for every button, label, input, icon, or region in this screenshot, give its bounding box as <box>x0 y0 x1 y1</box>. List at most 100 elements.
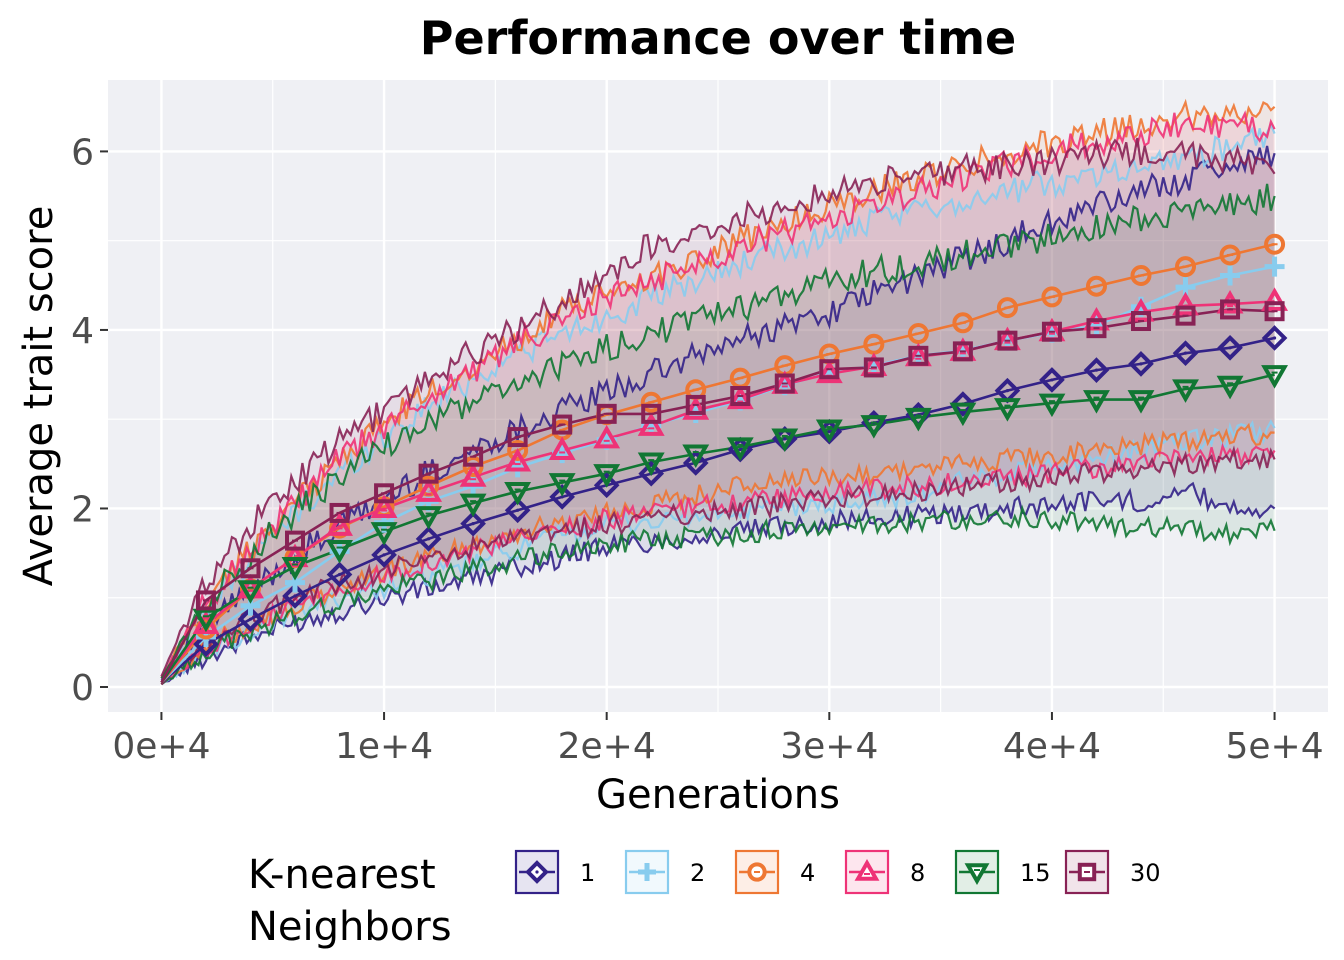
point-series-15-group <box>637 452 665 477</box>
point-series-8 <box>326 512 353 536</box>
point-series-1 <box>193 631 219 657</box>
point-series-1-group <box>371 542 397 568</box>
point-series-8 <box>415 478 443 502</box>
point-series-15 <box>1261 365 1289 389</box>
point-series-1 <box>549 484 575 510</box>
band-series-30 <box>161 138 1275 685</box>
point-series-1-dot <box>1272 336 1277 340</box>
point-series-30 <box>596 403 617 424</box>
x-axis-ticks: 0e+4 1e+4 2e+4 3e+4 4e+4 5e+4 <box>112 712 1324 767</box>
point-series-15 <box>637 452 665 477</box>
point-series-1-group <box>1217 334 1243 361</box>
point-series-1-group <box>1083 357 1110 383</box>
point-series-30-group <box>1086 318 1107 339</box>
point-series-4 <box>996 297 1018 319</box>
point-series-30-group <box>1130 311 1151 332</box>
legend-item-2: 2 <box>624 849 705 895</box>
legend-label: 15 <box>1020 859 1051 887</box>
point-series-1-dot <box>560 495 564 499</box>
point-series-2-group <box>1220 265 1241 286</box>
point-series-30-group <box>685 394 706 415</box>
point-series-4-group <box>907 323 929 345</box>
point-series-15-group <box>1172 379 1199 403</box>
point-series-1-dot <box>382 553 386 557</box>
point-series-30-group <box>507 427 528 448</box>
point-series-15-group <box>415 506 443 530</box>
legend-key-marker-group <box>525 860 549 884</box>
point-series-4 <box>507 439 529 461</box>
point-series-8-group <box>726 385 754 410</box>
point-series-8 <box>459 463 487 487</box>
point-series-15 <box>1083 390 1110 414</box>
legend-label: 4 <box>800 859 815 887</box>
point-series-1-dot <box>783 437 787 441</box>
point-series-30-group <box>908 345 929 366</box>
point-series-8 <box>370 494 398 518</box>
point-series-30-group <box>863 357 884 378</box>
point-series-15 <box>949 402 977 427</box>
point-series-15-group <box>281 556 309 581</box>
point-series-4 <box>1085 275 1107 297</box>
point-series-15-group <box>993 398 1021 422</box>
point-series-15 <box>192 608 220 633</box>
point-series-30 <box>1086 318 1107 339</box>
point-series-15 <box>860 415 888 439</box>
point-series-30-group <box>997 330 1018 351</box>
point-series-30 <box>1130 311 1151 332</box>
point-series-30 <box>774 373 795 394</box>
legend-key-marker-group <box>747 862 767 882</box>
point-series-4 <box>1130 264 1152 286</box>
point-series-30-group <box>1264 301 1285 322</box>
legend-label: 30 <box>1130 859 1161 887</box>
point-series-8 <box>815 359 843 384</box>
point-series-4-group <box>640 391 662 413</box>
point-series-30 <box>685 394 706 415</box>
point-series-15-group <box>815 419 843 444</box>
y-tick-label: 2 <box>71 489 94 530</box>
x-tick-label: 3e+4 <box>780 726 878 767</box>
point-series-1-group <box>237 606 264 632</box>
point-series-4-group <box>1130 264 1152 286</box>
point-series-4 <box>907 323 929 345</box>
point-series-15-group <box>682 444 710 469</box>
point-series-15-group <box>771 428 799 452</box>
point-series-30 <box>1220 299 1241 320</box>
point-series-1-dot <box>293 594 297 598</box>
point-series-1 <box>371 542 397 568</box>
point-series-1 <box>1261 325 1288 351</box>
x-axis-title: Generations <box>596 772 840 818</box>
legend-items: 1 2 4 8 15 30 <box>514 849 1161 895</box>
point-series-15-group <box>860 415 888 439</box>
point-series-4 <box>1041 286 1063 308</box>
point-series-15-group <box>548 473 576 497</box>
point-series-8 <box>1261 287 1289 311</box>
point-series-30-group <box>195 590 216 611</box>
point-series-8-group <box>326 512 353 536</box>
legend-label: 8 <box>910 859 925 887</box>
point-series-30-group <box>240 558 261 579</box>
legend-key-marker <box>964 863 990 886</box>
point-series-8-group <box>504 448 532 472</box>
point-series-30 <box>863 357 884 378</box>
point-series-30-group <box>552 414 573 435</box>
y-axis-ticks: 0 2 4 6 <box>71 132 108 709</box>
point-series-30 <box>952 341 973 362</box>
point-series-15-group <box>326 540 353 564</box>
point-series-1-group <box>460 510 486 537</box>
lower-bound-series-15 <box>160 504 1276 686</box>
point-series-15 <box>1216 375 1244 400</box>
point-series-1-group <box>1128 351 1154 377</box>
legend-item-8: 8 <box>844 849 925 895</box>
point-series-1-group <box>1261 325 1288 351</box>
legend-key-marker-group <box>964 863 990 886</box>
point-series-15-group <box>593 464 621 488</box>
point-series-15 <box>237 580 264 604</box>
point-series-15 <box>415 506 443 530</box>
legend-title-line-2: Neighbors <box>248 904 452 950</box>
legend-key-marker <box>638 863 656 881</box>
point-series-30 <box>997 330 1018 351</box>
point-series-15 <box>904 407 932 432</box>
chart-title: Performance over time <box>420 11 1016 65</box>
point-series-4-group <box>1219 244 1241 266</box>
point-series-30 <box>730 386 751 406</box>
